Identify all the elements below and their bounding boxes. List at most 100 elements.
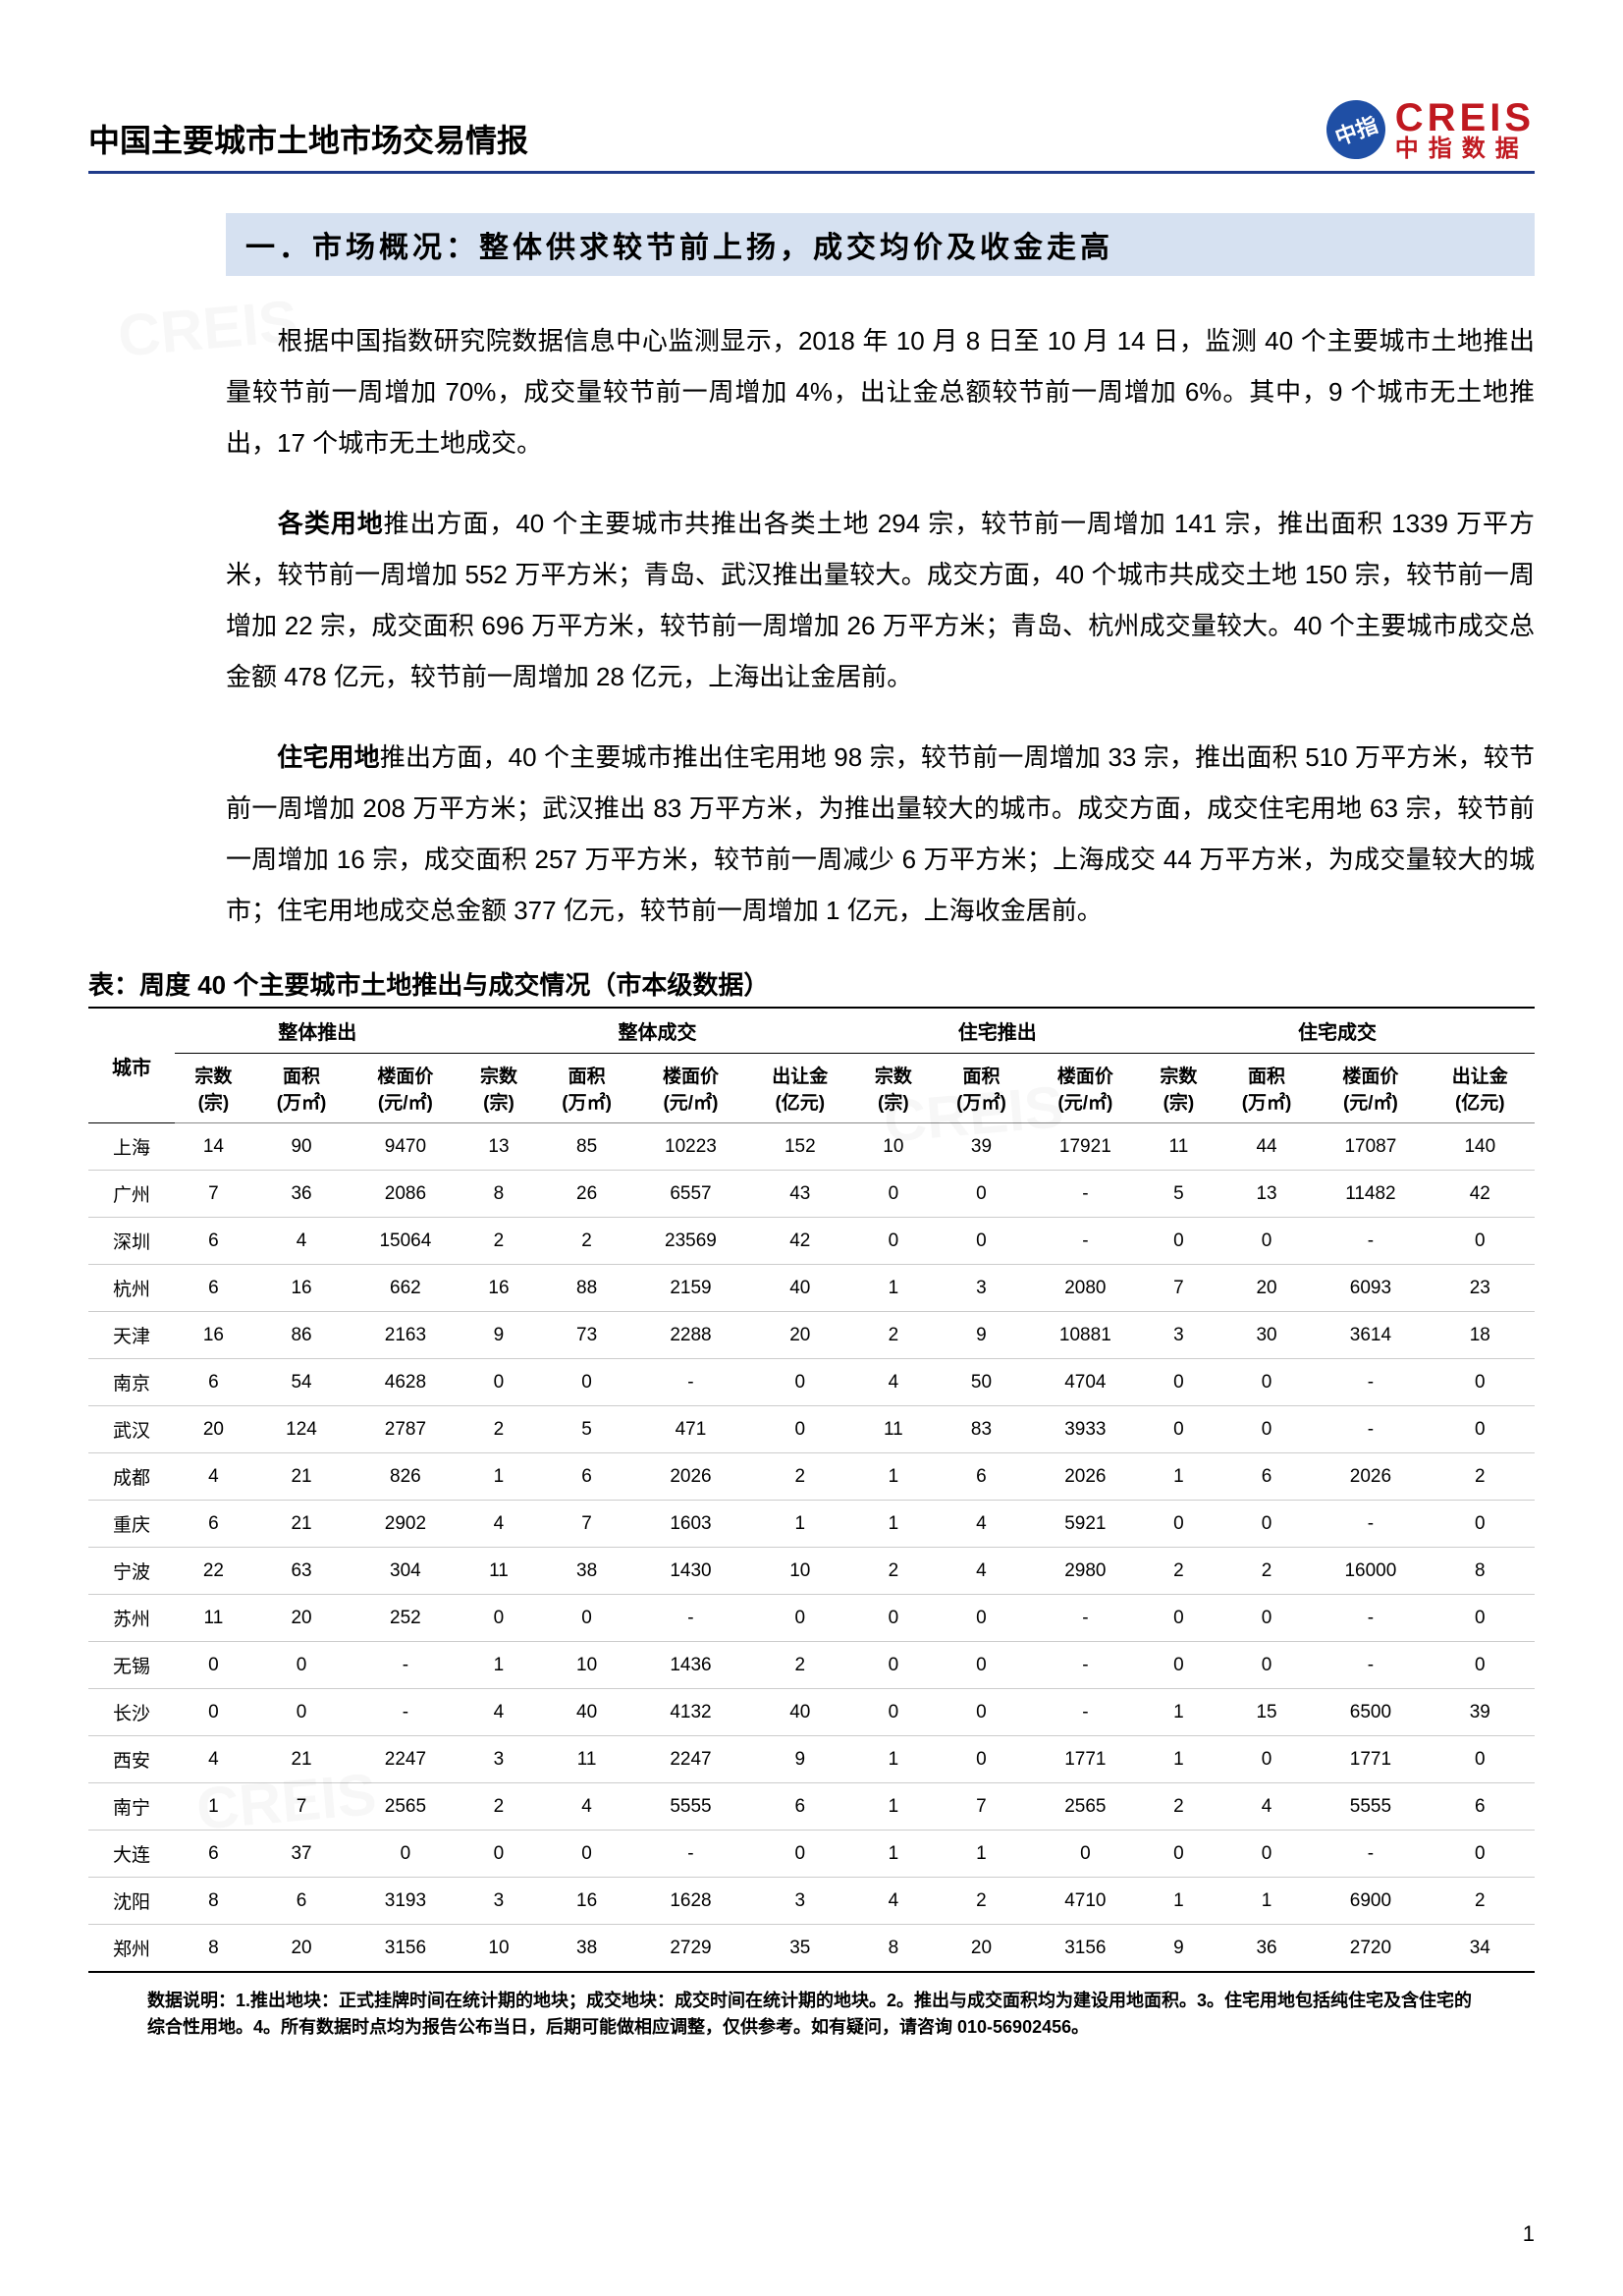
cell-value: 6 (175, 1501, 252, 1548)
cell-value: 73 (537, 1312, 635, 1359)
cell-city: 郑州 (88, 1925, 175, 1973)
cell-value: 0 (252, 1689, 351, 1736)
cell-value: 0 (854, 1595, 932, 1642)
cell-value: 0 (745, 1406, 854, 1453)
cell-value: 152 (745, 1123, 854, 1171)
sub-count: 宗数(宗) (460, 1054, 538, 1123)
cell-city: 宁波 (88, 1548, 175, 1595)
cell-value: 85 (537, 1123, 635, 1171)
cell-value: 8 (460, 1171, 538, 1218)
cell-value: 36 (1217, 1925, 1316, 1973)
cell-value: 10 (537, 1642, 635, 1689)
cell-value: 20 (932, 1925, 1030, 1973)
cell-city: 无锡 (88, 1642, 175, 1689)
cell-value: 0 (1426, 1501, 1535, 1548)
table-row: 天津168621639732288202910881330361418 (88, 1312, 1535, 1359)
table-row: 成都42182616202621620261620262 (88, 1453, 1535, 1501)
cell-value: 2 (1426, 1878, 1535, 1925)
group-res-deal: 住宅成交 (1140, 1008, 1535, 1054)
cell-value: 13 (1217, 1171, 1316, 1218)
cell-value: 3 (932, 1265, 1030, 1312)
cell-value: 5555 (636, 1783, 745, 1831)
cell-value: 5555 (1316, 1783, 1425, 1831)
table-row: 无锡00-1101436200-00-0 (88, 1642, 1535, 1689)
cell-value: 16 (460, 1265, 538, 1312)
cell-value: 2 (460, 1218, 538, 1265)
cell-value: 6 (175, 1218, 252, 1265)
p2-text: 推出方面，40 个主要城市共推出各类土地 294 宗，较节前一周增加 141 宗… (226, 509, 1535, 691)
cell-city: 长沙 (88, 1689, 175, 1736)
p3-text: 推出方面，40 个主要城市推出住宅用地 98 宗，较节前一周增加 33 宗，推出… (226, 742, 1535, 925)
cell-value: 1 (175, 1783, 252, 1831)
cell-value: 0 (1426, 1406, 1535, 1453)
cell-value: - (1031, 1218, 1140, 1265)
cell-city: 沈阳 (88, 1878, 175, 1925)
cell-value: 2288 (636, 1312, 745, 1359)
cell-value: 17921 (1031, 1123, 1140, 1171)
cell-value: 4 (175, 1453, 252, 1501)
cell-value: 0 (932, 1689, 1030, 1736)
cell-value: 3 (460, 1736, 538, 1783)
cell-value: 9 (460, 1312, 538, 1359)
cell-value: 21 (252, 1453, 351, 1501)
cell-value: 252 (351, 1595, 460, 1642)
cell-value: 124 (252, 1406, 351, 1453)
cell-value: 6 (252, 1878, 351, 1925)
cell-value: 40 (745, 1265, 854, 1312)
cell-value: 6 (175, 1359, 252, 1406)
cell-value: 35 (745, 1925, 854, 1973)
cell-value: 0 (1217, 1642, 1316, 1689)
cell-value: 2 (460, 1783, 538, 1831)
cell-value: 2026 (636, 1453, 745, 1501)
cell-city: 苏州 (88, 1595, 175, 1642)
cell-value: 4 (460, 1689, 538, 1736)
cell-value: 6 (175, 1831, 252, 1878)
group-total-deal: 整体成交 (460, 1008, 855, 1054)
cell-value: 11 (537, 1736, 635, 1783)
creis-logo: 中指 CREIS 中指数据 (1326, 98, 1535, 161)
cell-value: 38 (537, 1548, 635, 1595)
cell-value: 0 (1426, 1736, 1535, 1783)
cell-value: 6 (932, 1453, 1030, 1501)
cell-value: 2 (1140, 1548, 1217, 1595)
cell-value: 34 (1426, 1925, 1535, 1973)
cell-value: 0 (932, 1171, 1030, 1218)
cell-value: 0 (1426, 1831, 1535, 1878)
cell-value: 0 (1217, 1406, 1316, 1453)
cell-value: 0 (1426, 1359, 1535, 1406)
cell-value: 11482 (1316, 1171, 1425, 1218)
cell-value: 0 (537, 1831, 635, 1878)
cell-value: 2159 (636, 1265, 745, 1312)
cell-value: 23 (1426, 1265, 1535, 1312)
cell-value: 2 (854, 1312, 932, 1359)
cell-city: 大连 (88, 1831, 175, 1878)
cell-value: 1771 (1316, 1736, 1425, 1783)
cell-value: 2026 (1031, 1453, 1140, 1501)
cell-value: 0 (854, 1171, 932, 1218)
cell-value: - (1316, 1642, 1425, 1689)
cell-value: 0 (932, 1736, 1030, 1783)
cell-value: - (636, 1595, 745, 1642)
cell-value: 1 (854, 1453, 932, 1501)
cell-value: 1 (745, 1501, 854, 1548)
cell-value: 20 (175, 1406, 252, 1453)
cell-value: 2565 (1031, 1783, 1140, 1831)
table-row: 南京654462800-0450470400-0 (88, 1359, 1535, 1406)
cell-value: 14 (175, 1123, 252, 1171)
cell-value: 63 (252, 1548, 351, 1595)
group-total-list: 整体推出 (175, 1008, 460, 1054)
cell-value: 4628 (351, 1359, 460, 1406)
cell-value: 11 (175, 1595, 252, 1642)
cell-value: 36 (252, 1171, 351, 1218)
page-number: 1 (1523, 2221, 1535, 2247)
cell-value: 2565 (351, 1783, 460, 1831)
cell-value: 4 (1217, 1783, 1316, 1831)
logo-main-text: CREIS (1395, 98, 1535, 137)
cell-value: 5 (537, 1406, 635, 1453)
cell-value: 0 (351, 1831, 460, 1878)
cell-value: 42 (745, 1218, 854, 1265)
cell-value: 10 (460, 1925, 538, 1973)
cell-value: 44 (1217, 1123, 1316, 1171)
cell-value: - (1031, 1642, 1140, 1689)
cell-value: 3156 (351, 1925, 460, 1973)
